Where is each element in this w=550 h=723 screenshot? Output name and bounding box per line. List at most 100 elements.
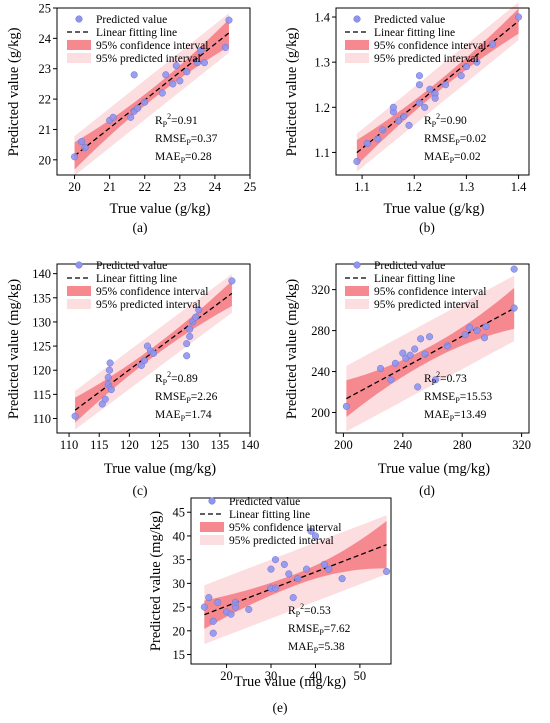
x-tick-label: 20 bbox=[220, 669, 233, 683]
x-tick-label: 1.2 bbox=[406, 180, 422, 194]
data-point bbox=[421, 350, 429, 358]
legend-marker-prediction bbox=[67, 53, 91, 63]
data-point bbox=[183, 340, 191, 348]
panel-label: (e) bbox=[273, 700, 288, 715]
r2-value: RP2=0.91 bbox=[155, 112, 198, 129]
stats-block: RP2=0.73 RMSEP=15.53 MAEP=13.49 bbox=[424, 370, 492, 423]
data-point bbox=[107, 385, 115, 394]
data-point bbox=[294, 575, 302, 583]
x-axis-label: True value (mg/kg) bbox=[378, 461, 490, 477]
x-tick-label: 22 bbox=[138, 180, 151, 194]
data-point bbox=[101, 395, 109, 403]
x-axis-label: True value (mg/kg) bbox=[234, 674, 346, 690]
y-tick-label: 1.4 bbox=[314, 11, 330, 25]
rmse-value: RMSEP=0.37 bbox=[155, 133, 218, 147]
y-axis-label: Predicted value (mg/kg) bbox=[284, 279, 300, 419]
data-point bbox=[209, 629, 217, 637]
rmse-value: RMSEP=15.53 bbox=[424, 391, 492, 405]
panel-label: (a) bbox=[133, 220, 148, 235]
data-point bbox=[183, 68, 191, 76]
data-point bbox=[70, 153, 79, 161]
data-point bbox=[162, 71, 170, 79]
x-tick-label: 30 bbox=[265, 669, 278, 683]
data-point bbox=[271, 584, 279, 592]
x-tick-label: 50 bbox=[354, 669, 367, 683]
data-point bbox=[374, 135, 382, 143]
x-axis-label: True value (mg/kg) bbox=[104, 461, 216, 477]
r2-value: RP2=0.90 bbox=[424, 112, 467, 129]
y-tick-label: 15 bbox=[173, 648, 186, 662]
r2-value: RP2=0.53 bbox=[288, 602, 331, 619]
data-point bbox=[195, 306, 203, 314]
data-point bbox=[285, 570, 293, 578]
x-tick-label: 1.1 bbox=[354, 180, 370, 194]
legend-marker-prediction bbox=[345, 53, 369, 63]
data-point bbox=[311, 532, 319, 540]
data-point bbox=[462, 63, 470, 71]
data-point bbox=[353, 157, 361, 166]
panel-b: 1.1 1.2 1.3 1.4 1.1 1.2 1.3 1.4 True value (g/kg… bbox=[284, 2, 530, 235]
y-tick-label: 40 bbox=[173, 529, 186, 543]
data-point bbox=[231, 598, 239, 606]
y-axis-label: Predicted value (g/kg) bbox=[6, 27, 22, 156]
data-point bbox=[172, 62, 180, 70]
x-tick-label: 135 bbox=[210, 438, 229, 452]
fit-line bbox=[74, 32, 230, 157]
data-point bbox=[376, 364, 385, 373]
x-tick-label: 125 bbox=[150, 438, 169, 452]
x-tick-label: 21 bbox=[103, 180, 116, 194]
data-point bbox=[426, 85, 434, 93]
data-point bbox=[411, 345, 419, 353]
data-point bbox=[431, 376, 440, 384]
y-axis-label: Predicted value (mg/kg) bbox=[6, 279, 22, 419]
y-tick-label: 1.1 bbox=[314, 146, 330, 160]
x-tick-label: 280 bbox=[453, 438, 472, 452]
data-point bbox=[466, 323, 474, 332]
data-point bbox=[81, 144, 89, 152]
data-point bbox=[414, 383, 422, 391]
plot-frame bbox=[335, 263, 530, 434]
data-point bbox=[415, 72, 424, 80]
legend-label-prediction: 95% predicted interval bbox=[374, 299, 479, 311]
data-point bbox=[200, 603, 208, 611]
data-point bbox=[441, 81, 450, 89]
data-point bbox=[209, 617, 217, 625]
x-tick-label: 140 bbox=[241, 438, 260, 452]
data-point bbox=[417, 335, 425, 343]
data-point bbox=[473, 327, 481, 335]
legend-label-predicted: Predicted value bbox=[374, 14, 445, 26]
y-tick-label: 20 bbox=[173, 624, 186, 638]
data-point bbox=[421, 103, 429, 111]
y-tick-label: 200 bbox=[311, 406, 330, 420]
x-tick-label: 320 bbox=[512, 438, 531, 452]
data-point bbox=[105, 366, 114, 374]
y-tick-label: 130 bbox=[32, 315, 51, 329]
data-point bbox=[400, 112, 408, 120]
rmse-value: RMSEP=0.02 bbox=[424, 133, 487, 147]
legend-marker-prediction bbox=[345, 299, 369, 309]
panel-e: 20 30 40 50 15 20 25 30 35 40 45 True value (mg/kg)… bbox=[148, 496, 392, 715]
data-point bbox=[383, 567, 391, 576]
data-point bbox=[510, 265, 518, 273]
legend-label-confidence: 95% confidence interval bbox=[374, 286, 486, 298]
legend-label-confidence: 95% confidence interval bbox=[96, 286, 208, 298]
y-tick-label: 280 bbox=[311, 324, 330, 338]
data-point bbox=[149, 349, 158, 357]
y-tick-label: 35 bbox=[173, 553, 186, 567]
mae-value: MAEP=0.02 bbox=[424, 151, 481, 165]
data-point bbox=[431, 94, 439, 102]
data-point bbox=[186, 332, 194, 340]
data-point bbox=[303, 565, 311, 573]
data-point bbox=[106, 359, 114, 367]
x-tick-label: 130 bbox=[180, 438, 199, 452]
legend-marker-prediction bbox=[200, 535, 224, 545]
data-point bbox=[193, 59, 201, 67]
legend-label-predicted: Predicted value bbox=[96, 260, 167, 272]
y-tick-label: 1.3 bbox=[314, 56, 330, 70]
legend-label-confidence: 95% confidence interval bbox=[229, 522, 341, 534]
legend-marker-confidence bbox=[67, 286, 91, 296]
y-tick-label: 23 bbox=[39, 62, 52, 76]
legend-label-prediction: 95% predicted interval bbox=[96, 299, 201, 311]
